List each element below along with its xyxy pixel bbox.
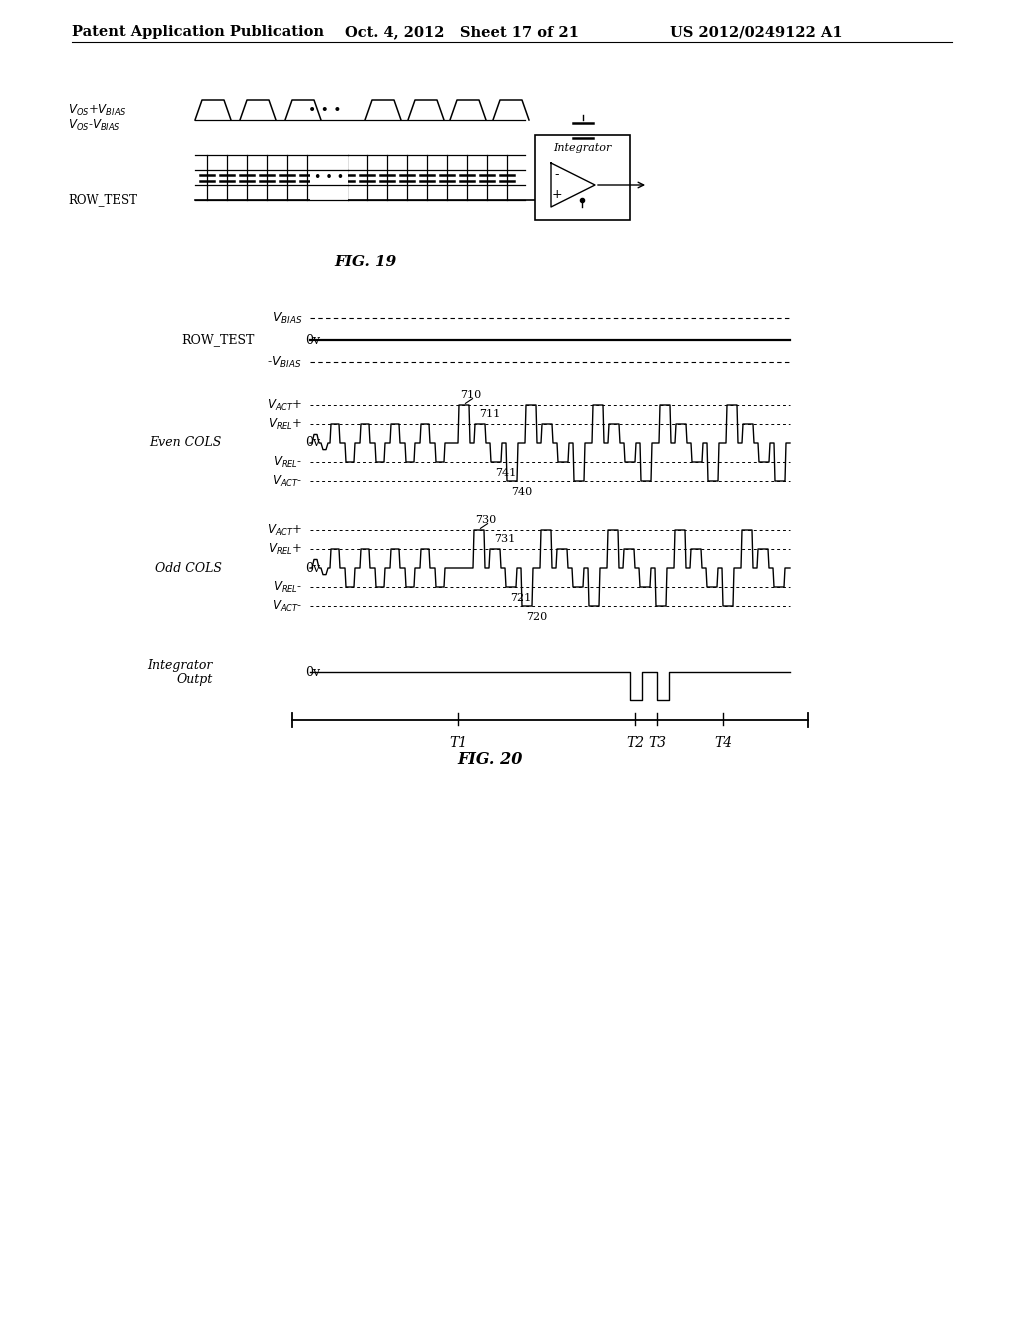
Text: T4: T4	[714, 737, 732, 750]
Text: Integrator: Integrator	[147, 660, 213, 672]
Text: ROW_TEST: ROW_TEST	[181, 334, 255, 346]
Text: Odd COLS: Odd COLS	[155, 561, 222, 574]
Text: US 2012/0249122 A1: US 2012/0249122 A1	[670, 25, 843, 40]
Text: 740: 740	[511, 487, 532, 498]
Text: Oct. 4, 2012   Sheet 17 of 21: Oct. 4, 2012 Sheet 17 of 21	[345, 25, 579, 40]
Text: FIG. 19: FIG. 19	[334, 255, 396, 269]
Text: 0v: 0v	[305, 561, 321, 574]
Text: 741: 741	[495, 469, 516, 478]
Text: 720: 720	[526, 612, 547, 622]
Text: $V_{REL}$-: $V_{REL}$-	[272, 579, 302, 594]
Text: $V_{OS}$-$V_{BIAS}$: $V_{OS}$-$V_{BIAS}$	[68, 117, 121, 132]
Text: • • •: • • •	[314, 172, 344, 183]
Text: T1: T1	[449, 737, 467, 750]
Text: • • •: • • •	[308, 103, 342, 117]
Text: 731: 731	[494, 535, 515, 544]
Text: -: -	[555, 169, 559, 181]
Text: 0v: 0v	[305, 334, 321, 346]
Text: Patent Application Publication: Patent Application Publication	[72, 25, 324, 40]
Text: $V_{ACT}$-: $V_{ACT}$-	[271, 474, 302, 488]
Polygon shape	[551, 162, 595, 207]
Bar	[310, 153, 348, 202]
Text: 0v: 0v	[305, 437, 321, 450]
Text: ROW_TEST: ROW_TEST	[68, 194, 137, 206]
Text: $V_{REL}$+: $V_{REL}$+	[267, 541, 302, 557]
Text: -$V_{BIAS}$: -$V_{BIAS}$	[267, 355, 302, 370]
Text: 721: 721	[510, 593, 531, 603]
Text: $V_{OS}$+$V_{BIAS}$: $V_{OS}$+$V_{BIAS}$	[68, 103, 127, 117]
Text: 0v-: 0v-	[305, 665, 325, 678]
Text: $V_{REL}$+: $V_{REL}$+	[267, 416, 302, 432]
Bar	[535, 135, 630, 220]
Text: FIG. 20: FIG. 20	[458, 751, 522, 768]
Text: 710: 710	[460, 389, 481, 400]
Text: $V_{ACT}$-: $V_{ACT}$-	[271, 598, 302, 614]
Text: Integrator: Integrator	[553, 143, 611, 153]
Text: 711: 711	[479, 409, 501, 418]
Text: Outpt: Outpt	[177, 672, 213, 685]
Text: $V_{BIAS}$: $V_{BIAS}$	[271, 310, 302, 326]
Text: Even COLS: Even COLS	[150, 437, 222, 450]
Text: $V_{REL}$-: $V_{REL}$-	[272, 454, 302, 470]
Text: +: +	[552, 189, 562, 202]
Text: $V_{ACT}$+: $V_{ACT}$+	[266, 523, 302, 537]
Text: $V_{ACT}$+: $V_{ACT}$+	[266, 397, 302, 413]
Text: 730: 730	[475, 515, 497, 525]
Text: T2: T2	[626, 737, 644, 750]
Text: T3: T3	[648, 737, 666, 750]
